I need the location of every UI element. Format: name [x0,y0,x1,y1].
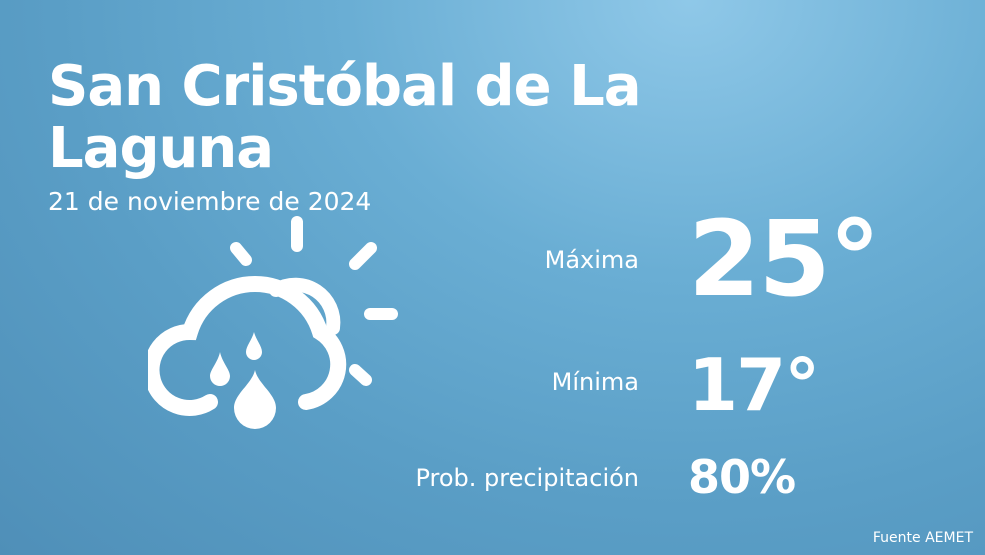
min-temp-label: Mínima [551,368,639,396]
precip-prob-label: Prob. precipitación [415,464,639,492]
precip-prob-value: 80% [688,450,796,504]
max-temp-value: 25° [688,198,881,320]
location-title: San Cristóbal de La Laguna [48,54,642,181]
cloud-sun-rain-icon [148,216,398,429]
forecast-date: 21 de noviembre de 2024 [48,187,372,216]
max-temp-label: Máxima [544,246,639,274]
min-temp-value: 17° [688,343,820,427]
data-source: Fuente AEMET [872,530,973,546]
